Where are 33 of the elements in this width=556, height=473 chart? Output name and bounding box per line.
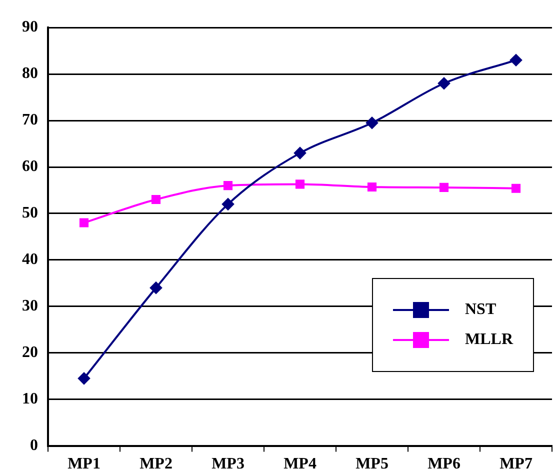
x-tick-label: MP3 (212, 456, 244, 473)
point (438, 77, 450, 90)
point (150, 282, 162, 294)
point (439, 182, 449, 192)
point (366, 116, 378, 129)
x-tick-label: MP2 (140, 456, 172, 473)
y-tick-label: 30 (22, 298, 38, 315)
x-tick-label: MP1 (68, 456, 100, 473)
point (510, 54, 522, 66)
y-tick-label: 90 (22, 18, 38, 36)
point (79, 218, 89, 228)
point (295, 180, 305, 189)
y-tick-label: 70 (22, 112, 38, 129)
x-tick-label: MP4 (284, 456, 316, 473)
x-tick-label: MP5 (356, 456, 388, 473)
legend-label: NST (465, 301, 496, 319)
y-tick-label: 10 (22, 390, 38, 408)
point (151, 194, 161, 204)
y-tick-label: 50 (22, 204, 38, 222)
y-tick-label: 60 (22, 158, 38, 176)
y-tick-label: 80 (22, 65, 38, 82)
y-tick-label: 0 (30, 436, 38, 454)
x-tick-label: MP7 (500, 456, 532, 473)
point (222, 198, 234, 210)
point (223, 181, 233, 190)
legend-label: MLLR (465, 331, 513, 349)
point (367, 182, 377, 192)
point (294, 147, 306, 160)
y-tick-label: 20 (22, 344, 38, 362)
y-tick-label: 40 (22, 251, 38, 268)
point (511, 184, 521, 193)
point (78, 372, 90, 384)
x-tick-label: MP6 (428, 456, 460, 473)
